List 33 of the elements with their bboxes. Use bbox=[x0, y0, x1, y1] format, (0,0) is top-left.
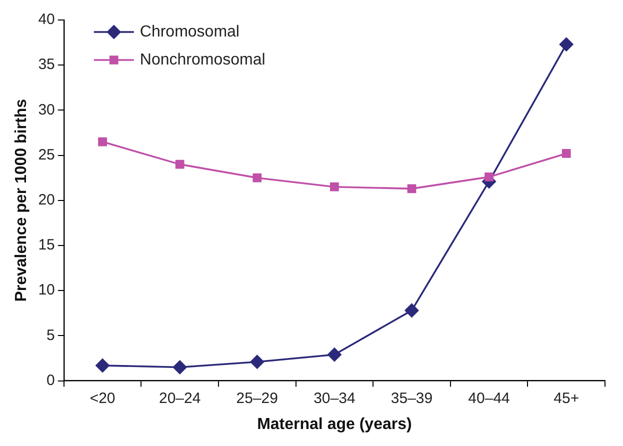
y-tick-label: 15 bbox=[38, 236, 55, 254]
legend-label: Chromosomal bbox=[140, 23, 240, 40]
y-tick-label: 10 bbox=[38, 282, 55, 299]
y-tick-label: 0 bbox=[46, 372, 55, 389]
x-tick-label: 25–29 bbox=[236, 390, 278, 407]
point bbox=[98, 137, 107, 146]
x-tick-label: 45+ bbox=[554, 390, 580, 407]
y-tick-label: 35 bbox=[38, 56, 55, 74]
x-tick-label: 35–39 bbox=[390, 390, 433, 407]
point bbox=[404, 304, 419, 318]
y-tick-label: 25 bbox=[38, 146, 55, 164]
point bbox=[562, 149, 571, 158]
point bbox=[330, 182, 339, 192]
point bbox=[96, 358, 110, 372]
point bbox=[250, 354, 264, 369]
point bbox=[407, 184, 416, 194]
x-axis-title: Maternal age (years) bbox=[257, 416, 412, 433]
legend-label: Nonchromosomal bbox=[140, 51, 266, 68]
point bbox=[559, 37, 574, 52]
x-tick-label: <20 bbox=[90, 390, 116, 407]
y-axis-title: Prevalence per 1000 births bbox=[13, 98, 30, 302]
point bbox=[172, 360, 187, 374]
point bbox=[484, 172, 494, 182]
point bbox=[175, 160, 184, 169]
y-tick-label: 20 bbox=[38, 192, 55, 209]
y-tick-label: 30 bbox=[38, 101, 55, 118]
y-tick-label: 40 bbox=[38, 11, 55, 28]
point bbox=[252, 173, 262, 182]
x-tick-label: 30–34 bbox=[314, 390, 356, 407]
x-tick-label: 20–24 bbox=[158, 390, 201, 407]
x-tick-label: 40–44 bbox=[468, 390, 510, 407]
y-tick-label: 5 bbox=[46, 326, 55, 344]
point bbox=[328, 348, 342, 362]
